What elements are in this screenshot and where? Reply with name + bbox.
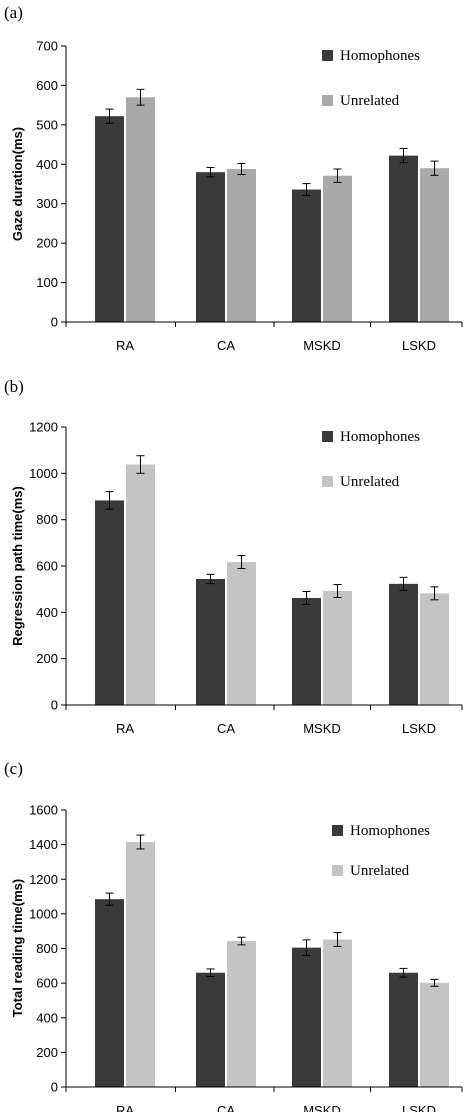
y-tick-label: 1000 (29, 466, 58, 481)
x-tick-label: LSKD (402, 1103, 436, 1112)
legend-label-homophones: Homophones (350, 823, 430, 839)
x-tick-label: CA (217, 1103, 235, 1112)
legend-label-unrelated: Unrelated (350, 863, 410, 879)
legend-swatch-unrelated (332, 865, 343, 876)
bar (323, 591, 352, 705)
y-tick-label: 800 (36, 512, 58, 527)
x-tick-label: MSKD (303, 338, 341, 353)
legend: Homophones Unrelated (332, 823, 430, 879)
x-tick-label: RA (116, 338, 134, 353)
y-tick-label: 0 (51, 1080, 58, 1095)
x-tick-label: RA (116, 721, 134, 736)
legend-label-unrelated: Unrelated (340, 474, 400, 490)
panel-label: (b) (4, 377, 24, 396)
y-tick-label: 400 (36, 1010, 58, 1025)
y-tick-label: 400 (36, 157, 58, 172)
y-tick-label: 200 (36, 651, 58, 666)
y-tick-label: 400 (36, 605, 58, 620)
y-axis-title: Regression path time(ms) (10, 486, 25, 646)
panel-label: (a) (4, 3, 23, 22)
legend-swatch-homophones (332, 825, 343, 836)
x-tick-label: MSKD (303, 721, 341, 736)
y-tick-label: 800 (36, 941, 58, 956)
bar (196, 972, 225, 1087)
bar (95, 116, 124, 322)
bar (389, 155, 418, 322)
y-axis-title: Gaze duration(ms) (10, 127, 25, 241)
y-tick-label: 0 (51, 698, 58, 713)
y-tick-label: 700 (36, 39, 58, 54)
y-axis-ticks: 0 100 200 300 400 500 600 700 (36, 39, 67, 330)
legend-swatch-unrelated (322, 95, 333, 106)
panel-label: (c) (4, 759, 23, 778)
legend-swatch-homophones (322, 431, 333, 442)
bar (420, 168, 449, 322)
y-tick-label: 200 (36, 1045, 58, 1060)
bar (323, 939, 352, 1087)
bar (95, 899, 124, 1087)
bars (95, 455, 449, 705)
y-tick-label: 1000 (29, 906, 58, 921)
y-tick-label: 300 (36, 196, 58, 211)
legend-label-unrelated: Unrelated (340, 93, 400, 109)
chart-panel-c: (c) Total reading time(ms) 0 200 400 600 800… (4, 759, 463, 1112)
bar (420, 982, 449, 1087)
y-tick-label: 600 (36, 559, 58, 574)
x-axis-ticks: RA CA MSKD LSKD (65, 704, 463, 736)
x-tick-label: LSKD (402, 338, 436, 353)
bar (126, 842, 155, 1087)
bar (126, 464, 155, 705)
y-axis-title: Total reading time(ms) (10, 879, 25, 1017)
y-tick-label: 600 (36, 976, 58, 991)
bar (227, 169, 256, 322)
y-tick-label: 500 (36, 117, 58, 132)
x-tick-label: CA (217, 721, 235, 736)
bar (323, 175, 352, 322)
x-tick-label: CA (217, 338, 235, 353)
y-tick-label: 1200 (29, 420, 58, 435)
legend: Homophones Unrelated (322, 429, 420, 490)
bar (95, 500, 124, 705)
y-tick-label: 1600 (29, 803, 58, 818)
y-tick-label: 100 (36, 275, 58, 290)
chart-panel-a: (a) Gaze duration(ms) 0 100 200 300 400 500 60… (4, 3, 463, 353)
bar (126, 97, 155, 322)
y-axis-ticks: 0 200 400 600 800 1000 1200 1400 1600 (29, 803, 67, 1095)
x-axis-ticks: RA CA MSKD LSKD (65, 321, 463, 353)
bar (227, 941, 256, 1087)
chart-panel-b: (b) Regression path time(ms) 0 200 400 600 8… (4, 377, 463, 736)
bar (196, 172, 225, 322)
x-axis-ticks: RA CA MSKD LSKD (65, 1086, 463, 1112)
bar (389, 972, 418, 1087)
y-axis-ticks: 0 200 400 600 800 1000 1200 (29, 420, 67, 713)
bar (196, 578, 225, 705)
bar (292, 189, 321, 322)
y-tick-label: 600 (36, 78, 58, 93)
legend-label-homophones: Homophones (340, 48, 420, 64)
y-tick-label: 1200 (29, 872, 58, 887)
bar (292, 947, 321, 1087)
y-tick-label: 200 (36, 236, 58, 251)
bars (95, 834, 449, 1087)
legend-swatch-unrelated (322, 476, 333, 487)
bar (292, 597, 321, 705)
bar (227, 562, 256, 705)
legend-label-homophones: Homophones (340, 429, 420, 445)
x-tick-label: RA (116, 1103, 134, 1112)
y-tick-label: 1400 (29, 837, 58, 852)
bar (389, 583, 418, 705)
legend-swatch-homophones (322, 50, 333, 61)
x-tick-label: MSKD (303, 1103, 341, 1112)
legend: Homophones Unrelated (322, 48, 420, 109)
x-tick-label: LSKD (402, 721, 436, 736)
y-tick-label: 0 (51, 315, 58, 330)
bar (420, 593, 449, 705)
bars (95, 88, 449, 322)
